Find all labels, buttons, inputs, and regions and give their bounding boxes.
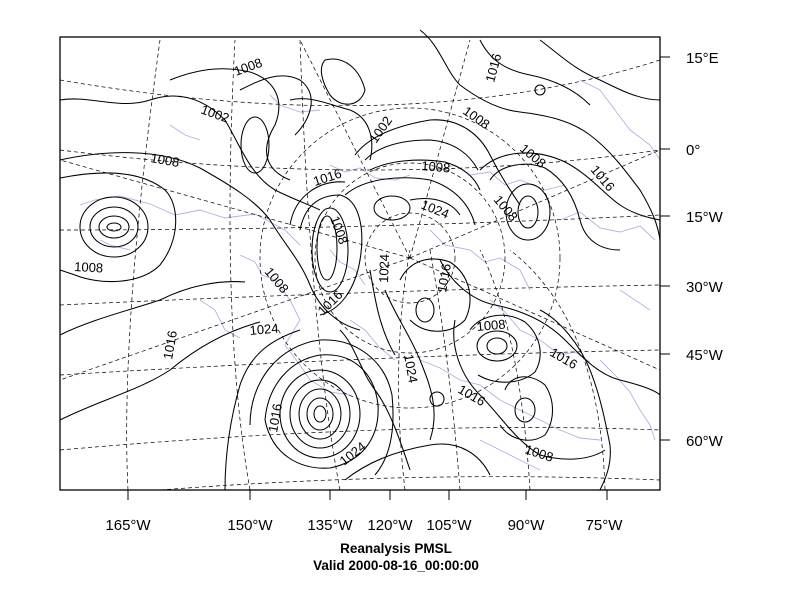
lon-label: 165°W [105,517,151,534]
lon-label: 135°W [307,517,353,534]
lon-label: 90°W [508,517,546,534]
contour-label: 1016 [311,166,343,189]
lat-label: 45°W [686,347,724,364]
contour-label: 1016 [434,262,454,293]
lat-label: 15°E [686,50,719,67]
lat-label: 30°W [686,279,724,296]
contour-label: 1008 [491,192,521,224]
contour-label: 1008 [327,214,351,246]
lon-label: 75°W [586,517,624,534]
map-frame [59,36,661,491]
lon-label: 120°W [367,517,413,534]
lat-label: 60°W [686,433,724,450]
contour-label: 1016 [588,162,618,194]
map-title: Reanalysis PMSL [340,541,452,556]
contour-label: 1024 [419,197,451,222]
contour-label: 1008 [149,150,180,170]
contour-label: 1008 [74,259,104,275]
graticule [59,39,661,491]
longitude-labels: 165°W 150°W 135°W 120°W 105°W 90°W 75°W [105,517,623,534]
contour-label: 1024 [376,254,392,283]
contour-label: 1016 [548,345,581,372]
contour-label: 1024 [337,439,369,469]
contour-label: 1008 [262,264,292,296]
contour-label: 1024 [249,321,279,338]
contour-label: 1008 [476,317,506,334]
contour-label: 1024 [401,353,421,384]
contour-label: 1008 [421,158,451,175]
isobars [59,29,661,491]
latitude-labels: 15°E 0° 15°W 30°W 45°W 60°W [686,50,724,450]
contour-label: 1016 [482,52,504,84]
lon-label: 105°W [426,517,472,534]
lat-label: 15°W [686,209,724,226]
contour-label: 1008 [517,141,549,171]
contour-label: 1008 [232,55,264,79]
map-valid-time: Valid 2000-08-16_00:00:00 [313,558,479,573]
lat-label: 0° [686,142,700,159]
contour-label: 1002 [366,113,395,145]
contour-label: 1016 [456,382,489,409]
contour-label: 1016 [265,402,285,433]
lon-label: 150°W [227,517,273,534]
contour-label: 1002 [199,102,231,126]
tick-marks [127,56,670,500]
contour-label: 1016 [160,329,180,360]
